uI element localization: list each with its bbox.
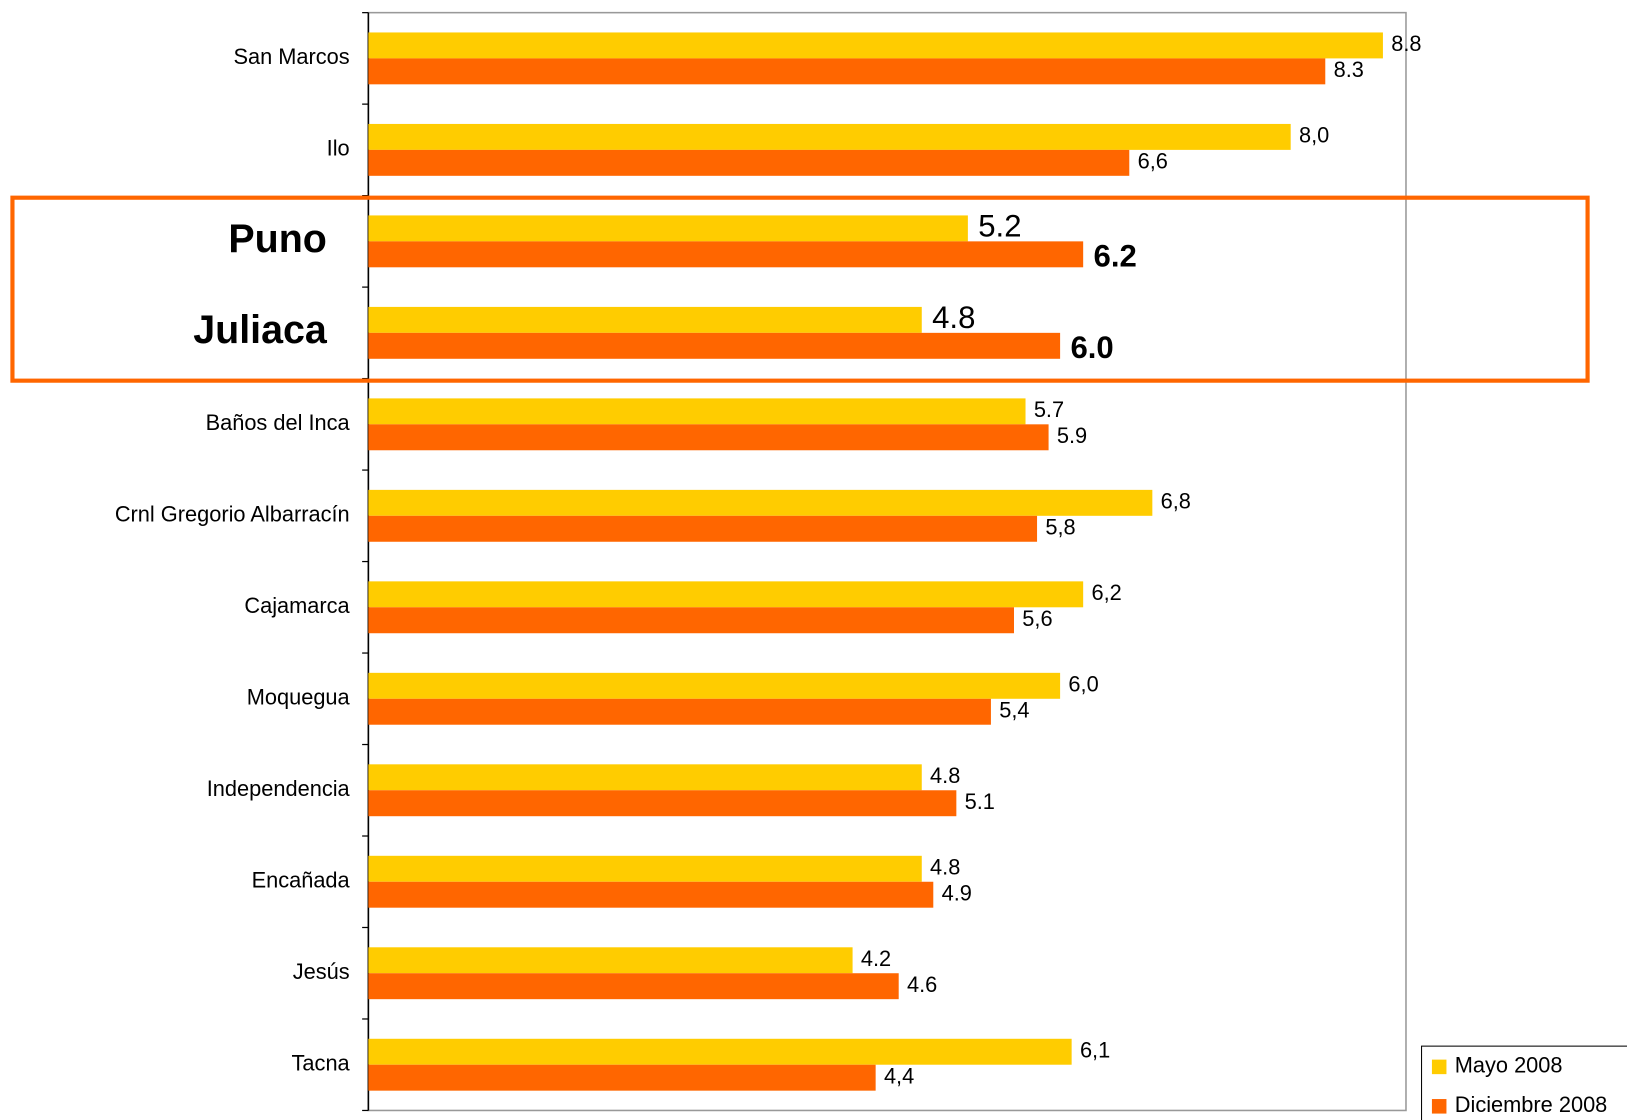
value-label: 5.1 xyxy=(965,789,995,814)
value-label: 6,2 xyxy=(1091,580,1121,605)
highlight-box xyxy=(10,195,1590,383)
value-label: 4.8 xyxy=(930,855,960,880)
value-label: 6.0 xyxy=(1070,330,1113,365)
bar xyxy=(368,306,922,333)
category-label: Juliaca xyxy=(193,308,328,352)
value-label: 8.3 xyxy=(1334,57,1364,82)
value-label: 6,6 xyxy=(1138,149,1168,174)
category-label: Ilo xyxy=(327,136,350,161)
value-label: 5,6 xyxy=(1022,606,1052,631)
category-label: Encañada xyxy=(252,868,351,893)
bar xyxy=(368,398,1026,425)
value-label: 5,8 xyxy=(1045,515,1075,540)
value-label: 6.2 xyxy=(1094,239,1137,274)
value-label: 4.9 xyxy=(942,880,972,905)
bar xyxy=(368,489,1153,516)
value-label: 8,0 xyxy=(1299,123,1329,148)
bar xyxy=(368,241,1084,268)
value-label: 4.8 xyxy=(930,763,960,788)
value-label: 4.2 xyxy=(861,946,891,971)
bar xyxy=(368,332,1061,359)
category-label: Jesús xyxy=(293,959,350,984)
bar xyxy=(368,973,899,1000)
legend-box xyxy=(1421,1045,1627,1120)
value-label: 6,1 xyxy=(1080,1037,1110,1062)
legend-swatch xyxy=(1431,1059,1447,1075)
bar xyxy=(368,424,1049,451)
value-label: 6,8 xyxy=(1161,489,1191,514)
category-label: Puno xyxy=(228,217,327,261)
bar xyxy=(368,1064,876,1091)
bar xyxy=(368,149,1130,176)
category-label: Baños del Inca xyxy=(206,410,351,435)
bar xyxy=(368,790,957,817)
bar xyxy=(368,581,1084,608)
value-label: 4.6 xyxy=(907,972,937,997)
category-label: Tacna xyxy=(292,1050,351,1075)
bar xyxy=(368,515,1038,542)
value-label: 4.8 xyxy=(932,300,975,335)
bar xyxy=(368,855,922,882)
value-label: 4,4 xyxy=(884,1063,914,1088)
bar xyxy=(368,672,1061,699)
bar xyxy=(368,947,853,974)
bar xyxy=(368,215,968,242)
category-label: San Marcos xyxy=(233,44,349,69)
bar xyxy=(368,607,1014,634)
bar xyxy=(368,58,1326,85)
value-label: 5.2 xyxy=(978,209,1021,244)
value-label: 5.9 xyxy=(1057,423,1087,448)
legend-swatch xyxy=(1431,1099,1447,1114)
category-label: Moquegua xyxy=(247,685,351,710)
bar xyxy=(368,1038,1072,1065)
category-label: Cajamarca xyxy=(244,593,350,618)
value-label: 6,0 xyxy=(1068,672,1098,697)
legend-label: Diciembre 2008 xyxy=(1455,1092,1608,1117)
value-label: 5,4 xyxy=(999,698,1029,723)
legend-label: Mayo 2008 xyxy=(1455,1053,1563,1078)
bar xyxy=(368,123,1291,150)
bar xyxy=(368,698,991,725)
value-label: 8.8 xyxy=(1391,31,1421,56)
value-label: 5.7 xyxy=(1034,397,1064,422)
bar xyxy=(368,764,922,791)
bar xyxy=(368,881,934,908)
category-label: Independencia xyxy=(207,776,351,801)
bar xyxy=(368,32,1383,59)
category-label: Crnl Gregorio Albarracín xyxy=(115,502,350,527)
